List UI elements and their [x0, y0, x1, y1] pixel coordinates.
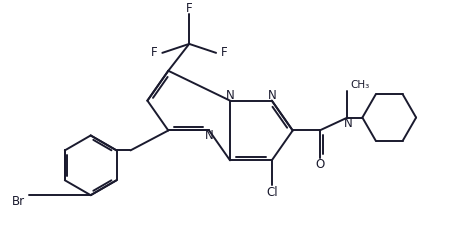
- Text: N: N: [344, 117, 353, 130]
- Text: F: F: [151, 46, 157, 59]
- Text: N: N: [205, 129, 213, 142]
- Text: O: O: [315, 158, 324, 171]
- Text: CH₃: CH₃: [351, 80, 370, 90]
- Text: Br: Br: [12, 195, 25, 208]
- Text: Cl: Cl: [266, 186, 278, 199]
- Text: N: N: [226, 89, 234, 102]
- Text: F: F: [186, 2, 193, 15]
- Text: N: N: [267, 89, 276, 102]
- Text: F: F: [221, 46, 228, 59]
